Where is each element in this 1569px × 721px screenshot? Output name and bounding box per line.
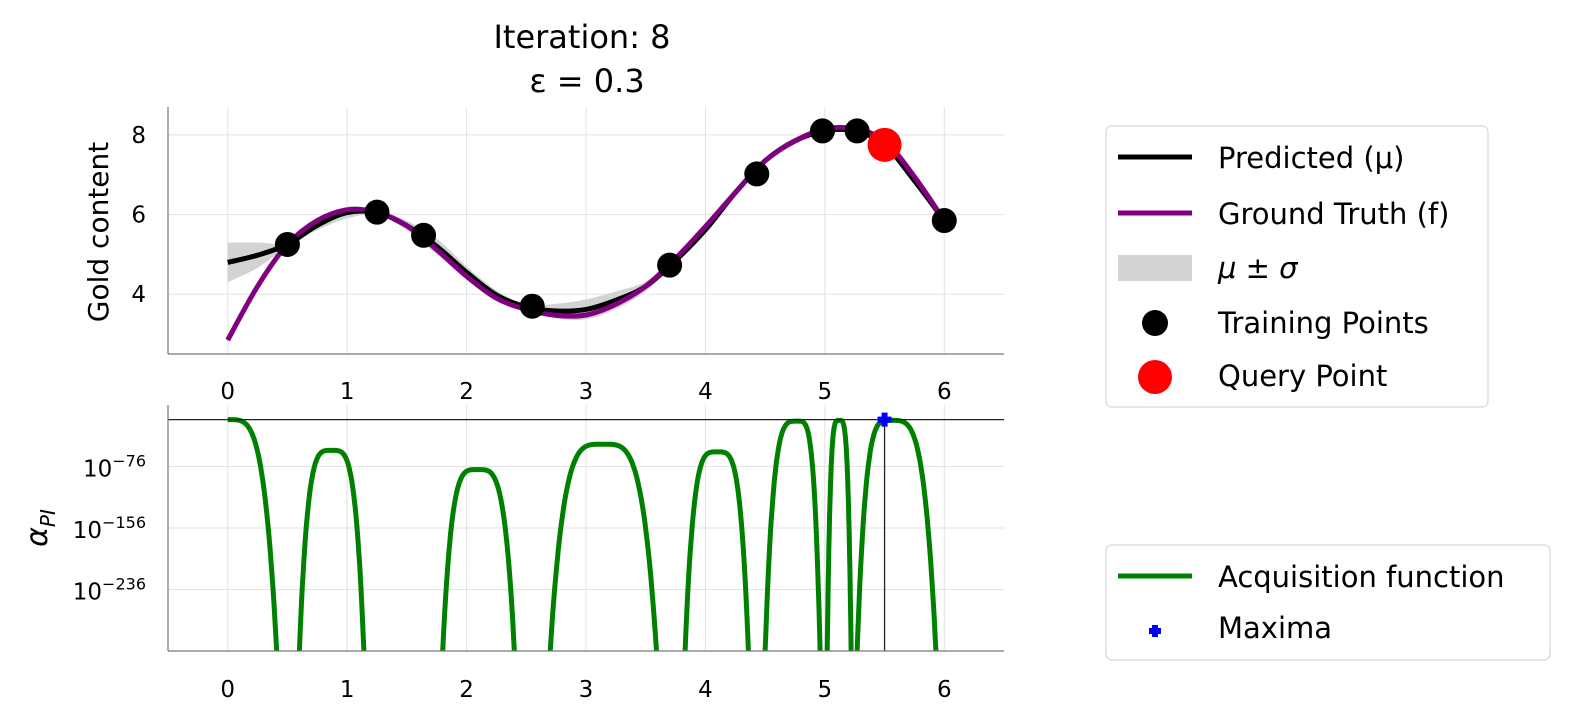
legend-label-maxima: Maxima (1218, 611, 1332, 645)
top-y-tick-label: 6 (131, 203, 146, 229)
query-point (867, 127, 902, 162)
bottom-y-axis-label: αPI (20, 509, 60, 547)
acquisition-arch (854, 417, 939, 652)
top-x-tick-label: 1 (340, 379, 355, 405)
top-x-tick-label: 0 (220, 379, 235, 405)
acquisition-arch (225, 417, 280, 652)
legend-swatch-training (1142, 310, 1168, 336)
legend-label-predicted: Predicted (μ) (1218, 141, 1404, 175)
top-x-tick-label: 6 (937, 379, 952, 405)
bottom-y-tick-labels: 10−76 10−156 10−236 (73, 452, 146, 606)
legend-swatch-band (1118, 255, 1192, 281)
training-point (744, 161, 770, 187)
legend-swatch-query (1138, 360, 1172, 394)
bottom-x-tick-label: 3 (579, 677, 594, 703)
top-x-tick-label: 4 (698, 379, 713, 405)
bottom-plot: 0 1 2 3 4 5 6 10−76 10−156 10−236 αPI (20, 405, 1004, 703)
bottom-y-tick-label: 10−76 (83, 452, 146, 483)
acquisition-series (168, 412, 1004, 652)
training-point (364, 199, 390, 225)
training-point (931, 208, 957, 234)
legend-bottom-box (1105, 544, 1551, 661)
training-point (657, 252, 683, 278)
top-x-tick-label: 3 (579, 379, 594, 405)
legend-top: Predicted (μ) Ground Truth (f) μ ± σ Tra… (1105, 125, 1489, 408)
top-x-tick-labels: 0 1 2 3 4 5 6 (220, 379, 951, 405)
top-y-tick-label: 8 (131, 123, 146, 149)
bottom-x-tick-label: 0 (220, 677, 235, 703)
top-y-tick-label: 4 (131, 282, 146, 308)
training-point (809, 118, 835, 144)
acquisition-arch (682, 449, 751, 652)
acquisition-arch (762, 418, 823, 652)
legend-label-ground-truth: Ground Truth (f) (1218, 197, 1449, 231)
acquisition-arch (824, 417, 854, 652)
bottom-grid (168, 405, 1004, 651)
bottom-y-tick-label: 10−236 (73, 575, 146, 606)
training-points (274, 118, 957, 319)
bottom-x-tick-labels: 0 1 2 3 4 5 6 (220, 677, 951, 703)
training-point (844, 118, 870, 144)
top-x-tick-label: 2 (459, 379, 474, 405)
bottom-x-tick-label: 6 (937, 677, 952, 703)
maxima-marker (877, 412, 892, 427)
training-point (411, 222, 437, 248)
bottom-x-tick-label: 1 (340, 677, 355, 703)
bottom-x-tick-label: 4 (698, 677, 713, 703)
bottom-x-tick-label: 2 (459, 677, 474, 703)
training-point (274, 231, 300, 257)
top-y-tick-labels: 4 6 8 (131, 123, 146, 308)
acquisition-arch (296, 447, 367, 652)
bottom-y-tick-label: 10−156 (73, 513, 146, 544)
top-y-axis-label: Gold content (82, 142, 115, 323)
chart-subtitle: ε = 0.3 (529, 62, 644, 100)
bottom-x-tick-label: 5 (818, 677, 833, 703)
acquisition-arch (440, 467, 517, 652)
legend-bottom: Acquisition function Maxima (1105, 544, 1551, 661)
legend-label-training: Training Points (1217, 306, 1429, 340)
acquisition-arch (547, 441, 659, 652)
legend-label-band: μ ± σ (1217, 251, 1299, 285)
training-point (519, 293, 545, 319)
top-plot: 0 1 2 3 4 5 6 4 6 8 Gold content (82, 107, 1004, 405)
legend-label-query: Query Point (1218, 359, 1387, 393)
legend-label-acquisition: Acquisition function (1218, 560, 1505, 594)
legend-swatch-maxima (1149, 625, 1161, 637)
top-x-tick-label: 5 (818, 379, 833, 405)
chart-title: Iteration: 8 (493, 18, 670, 56)
legend-top-box (1105, 125, 1489, 408)
